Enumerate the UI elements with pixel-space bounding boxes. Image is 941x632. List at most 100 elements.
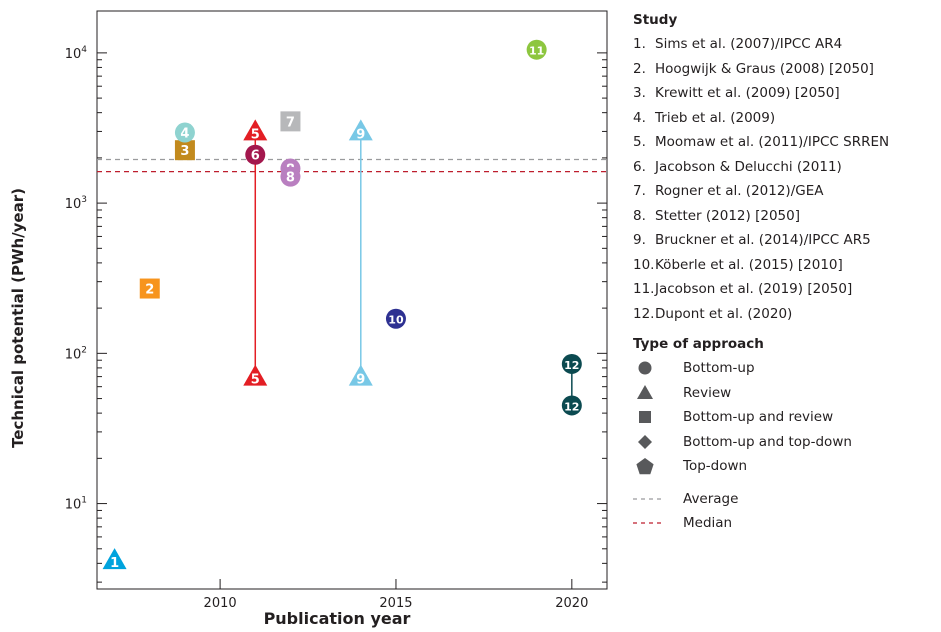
approach-item: Bottom-up and review [633,405,939,430]
marker-square [280,111,301,132]
y-tick-label: 104 [65,45,88,62]
marker-triangle [102,548,127,570]
data-points: 12345567889910111212 [102,39,582,571]
triangle-icon [637,384,653,399]
data-point-study-2: 2 [139,278,160,299]
marker-triangle [348,364,373,386]
data-point-study-5: 5 [243,119,268,142]
study-label: Jacobson et al. (2019) [2050] [655,281,853,297]
data-point-study-12: 12 [561,395,582,416]
study-item: 8. Stetter (2012) [2050] [633,204,939,229]
marker-square [139,278,160,299]
approach-label: Bottom-up [683,360,755,376]
marker-label: 1 [110,556,119,571]
approach-item: Review [633,381,939,406]
marker-label: 9 [356,373,365,388]
marker-triangle [348,119,373,141]
study-item: 1. Sims et al. (2007)/IPCC AR4 [633,32,939,57]
study-label: Hoogwijk & Graus (2008) [2050] [655,60,874,77]
study-item: 6. Jacobson & Delucchi (2011) [633,155,939,180]
data-point-study-8: 8 [280,166,301,187]
study-list: 1. Sims et al. (2007)/IPCC AR4 2. Hoogwijk … [633,32,939,326]
marker-label: 12 [564,359,579,372]
study-number: 4. [633,109,646,126]
study-label: Moomaw et al. (2011)/IPCC SRREN [655,134,890,150]
marker-circle [280,166,301,187]
reference-line-legend: Average Median [633,487,939,536]
marker-label: 12 [564,400,579,413]
study-number: 5. [633,134,646,150]
marker-triangle [243,119,268,141]
study-label: Stetter (2012) [2050] [655,207,800,224]
study-number: 10. [633,256,655,273]
line-legend-item: Average [633,487,939,512]
line-legend-item: Median [633,511,939,536]
marker-circle [561,353,582,374]
marker-label: 2 [145,283,154,298]
circle-icon [638,361,652,375]
marker-label: 8 [286,171,295,186]
approach-list: Bottom-up Review Bottom-up and review Botto… [633,356,939,479]
study-number: 1. [633,36,646,52]
data-point-study-9: 9 [348,119,373,142]
approach-item: Bottom-up and top-down [633,430,939,455]
data-point-study-4: 4 [174,122,195,143]
x-axis-label: Publication year [264,609,411,628]
study-label: Köberle et al. (2015) [2010] [655,256,843,273]
y-tick-label: 101 [65,496,87,513]
marker-label: 11 [529,45,544,58]
dashed-line-icon [633,522,661,524]
marker-label: 5 [251,127,260,142]
marker-circle [174,122,195,143]
marker-label: 5 [251,373,260,388]
data-point-study-6: 6 [245,144,266,165]
data-point-study-12: 12 [561,353,582,374]
data-point-study-3: 3 [174,140,195,161]
marker-circle [245,144,266,165]
study-label: Rogner et al. (2012)/GEA [655,183,824,199]
dashed-line-icon [633,498,661,500]
study-item: 9. Bruckner et al. (2014)/IPCC AR5 [633,228,939,253]
approach-label: Top-down [683,458,748,474]
study-label: Krewitt et al. (2009) [2050] [655,85,840,101]
study-number: 12. [633,305,655,322]
data-point-study-7: 7 [280,111,301,132]
marker-label: 9 [356,127,365,142]
data-point-study-11: 11 [526,39,547,60]
study-number: 9. [633,232,646,248]
marker-circle [385,308,406,329]
data-point-study-9: 9 [348,364,373,388]
study-label: Bruckner et al. (2014)/IPCC AR5 [655,232,871,248]
square-icon [639,411,651,424]
pentagon-icon [636,458,654,475]
study-number: 8. [633,207,646,224]
y-tick-label: 103 [65,195,87,212]
data-point-study-1: 1 [102,548,127,571]
approach-item: Bottom-up [633,356,939,381]
approach-label: Bottom-up and top-down [683,433,852,450]
y-axis-label: Technical potential (PWh/year) [9,188,27,448]
line-legend-label: Median [683,515,733,531]
study-item: 10.Köberle et al. (2015) [2010] [633,253,939,278]
marker-square [174,140,195,161]
x-tick-label: 2020 [555,596,588,611]
marker-label: 4 [180,127,189,142]
marker-label: 10 [388,314,404,327]
line-legend-label: Average [683,490,739,507]
approach-label: Bottom-up and review [683,409,834,425]
study-item: 2. Hoogwijk & Graus (2008) [2050] [633,57,939,82]
study-number: 6. [633,158,646,175]
approach-label: Review [683,384,732,401]
reference-lines [97,158,607,173]
marker-label: 6 [251,149,260,164]
study-label: Dupont et al. (2020) [655,305,793,322]
data-point-study-10: 10 [385,308,406,329]
study-item: 7. Rogner et al. (2012)/GEA [633,179,939,204]
study-label: Sims et al. (2007)/IPCC AR4 [655,36,843,52]
marker-label: 7 [286,115,295,130]
study-label: Trieb et al. (2009) [655,109,776,126]
chart-axes [96,10,608,590]
x-tick-label: 2010 [204,596,237,611]
y-tick-label: 102 [65,345,87,362]
marker-label: 3 [180,144,189,159]
